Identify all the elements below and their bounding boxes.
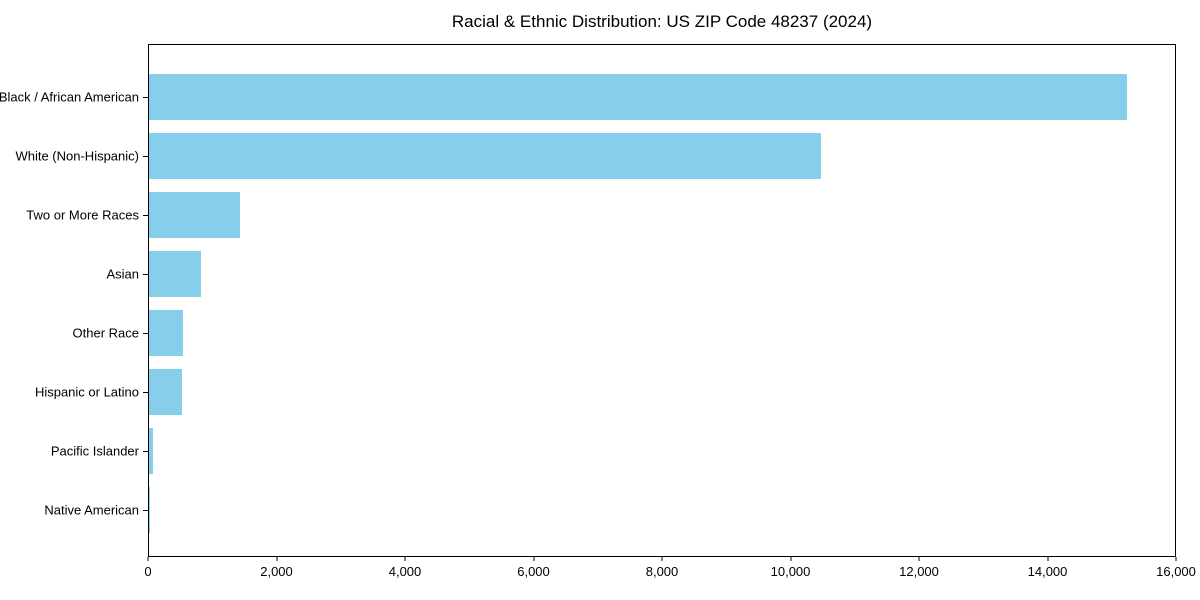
bar-row: Asian — [106, 244, 1175, 303]
bar — [149, 310, 184, 357]
x-tick-label: 8,000 — [645, 564, 679, 579]
bar — [149, 369, 182, 416]
x-tick-mark — [1175, 557, 1177, 561]
x-axis: 0 2,000 4,000 6,000 8,000 10,000 12,000 14,000 1… — [144, 557, 1196, 593]
y-tick-mark — [143, 451, 148, 453]
bar-row: Hispanic or Latino — [35, 363, 1175, 422]
bar — [149, 428, 154, 475]
y-tick-label: Pacific Islander — [50, 443, 139, 459]
bar-row: Two or More Races — [26, 185, 1175, 244]
y-tick-label: Asian — [106, 266, 139, 282]
x-tick-label: 4,000 — [388, 564, 422, 579]
bar — [149, 487, 151, 534]
bar — [149, 73, 1127, 120]
x-tick-label: 16,000 — [1156, 564, 1196, 579]
plot-area: Black / African American White (Non-Hispa… — [0, 44, 1176, 557]
y-tick-mark — [143, 333, 148, 335]
x-tick-mark — [276, 557, 277, 561]
x-tick-mark — [1047, 557, 1048, 561]
bar-row: Other Race — [73, 304, 1175, 363]
x-tick-label: 10,000 — [770, 564, 811, 579]
bar — [149, 250, 201, 297]
y-tick-mark — [143, 392, 148, 394]
x-tick-mark — [661, 557, 663, 561]
y-tick-label: Black / African American — [0, 89, 139, 105]
y-tick-label: Other Race — [72, 325, 139, 341]
y-tick-mark — [143, 214, 148, 216]
bars-container: Black / African American White (Non-Hispa… — [0, 45, 1175, 556]
bar — [149, 132, 822, 179]
y-tick-label: White (Non-Hispanic) — [15, 148, 139, 164]
bar — [149, 191, 241, 238]
y-tick-label: Two or More Races — [26, 207, 139, 223]
x-tick-label: 2,000 — [260, 564, 293, 579]
x-tick-mark — [147, 557, 149, 561]
y-tick-mark — [143, 273, 148, 275]
bar-row: Black / African American — [0, 67, 1175, 126]
bar-row: White (Non-Hispanic) — [15, 126, 1175, 185]
x-tick-mark — [533, 557, 534, 561]
x-tick-label: 14,000 — [1027, 564, 1068, 579]
bar-row: Pacific Islander — [51, 422, 1175, 481]
bar-row: Native American — [44, 481, 1175, 540]
y-tick-mark — [143, 96, 148, 98]
x-tick-label: 6,000 — [517, 564, 550, 579]
x-tick-label: 0 — [144, 564, 152, 579]
x-tick-mark — [918, 557, 920, 561]
y-tick-label: Hispanic or Latino — [34, 384, 139, 400]
y-tick-label: Native American — [44, 502, 139, 518]
y-tick-mark — [143, 510, 148, 512]
x-tick-label: 12,000 — [899, 564, 939, 579]
x-tick-mark — [790, 557, 791, 561]
chart-title: Racial & Ethnic Distribution: US ZIP Cod… — [451, 12, 873, 31]
y-tick-mark — [143, 155, 148, 157]
x-tick-mark — [404, 557, 406, 561]
